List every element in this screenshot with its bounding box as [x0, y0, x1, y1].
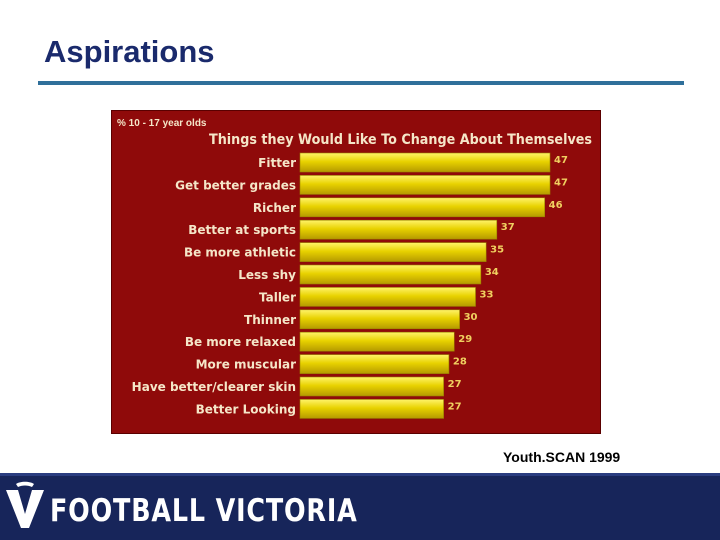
bar-value-label: 47 — [554, 155, 568, 166]
category-label: Richer — [253, 201, 296, 215]
category-label: Fitter — [258, 156, 296, 170]
bar-value-label: 47 — [554, 177, 568, 188]
slide-title: Aspirations — [44, 34, 215, 69]
bar — [299, 175, 551, 195]
bar — [299, 309, 460, 330]
bar-value-label: 27 — [448, 401, 462, 412]
bar-value-label: 46 — [549, 200, 563, 211]
bar-value-label: 28 — [453, 357, 467, 368]
bar — [299, 331, 455, 352]
chart-title: Things they Would Like To Change About T… — [209, 132, 592, 148]
bar — [299, 354, 450, 374]
bar-value-label: 35 — [490, 245, 504, 256]
source-credit: Youth.SCAN 1999 — [503, 449, 621, 465]
footer-logo-text: FOOTBALL VICTORIA — [50, 493, 358, 529]
category-label: Get better grades — [175, 178, 296, 192]
chart-subtitle: % 10 - 17 year olds — [117, 118, 207, 129]
bar-value-label: 29 — [458, 334, 472, 345]
category-label: Be more relaxed — [185, 335, 296, 349]
bar-value-label: 27 — [448, 379, 462, 390]
category-label: Better Looking — [196, 402, 296, 416]
bar — [299, 376, 444, 397]
title-divider — [38, 81, 684, 85]
category-label: Thinner — [244, 313, 296, 327]
footer-accent — [0, 473, 720, 476]
footer-band — [0, 473, 720, 540]
bar — [299, 152, 551, 173]
bar-value-label: 37 — [501, 222, 515, 233]
bar-value-label: 33 — [480, 289, 494, 300]
chart-panel: % 10 - 17 year olds Things they Would Li… — [111, 110, 601, 434]
category-label: Have better/clearer skin — [132, 380, 296, 394]
bar-value-label: 30 — [464, 312, 478, 323]
bar — [299, 264, 482, 285]
bar — [299, 197, 545, 218]
category-label: Taller — [259, 290, 296, 304]
category-label: Better at sports — [188, 223, 296, 237]
category-label: More muscular — [196, 358, 296, 372]
bar — [299, 399, 444, 419]
bar — [299, 287, 476, 307]
football-victoria-v-icon — [6, 481, 44, 528]
category-label: Less shy — [238, 268, 296, 282]
bar-chart: % 10 - 17 year olds Things they Would Li… — [117, 118, 592, 419]
bar — [299, 242, 487, 262]
bar — [299, 219, 498, 240]
bar-value-label: 34 — [485, 267, 499, 278]
category-label: Be more athletic — [184, 246, 296, 260]
